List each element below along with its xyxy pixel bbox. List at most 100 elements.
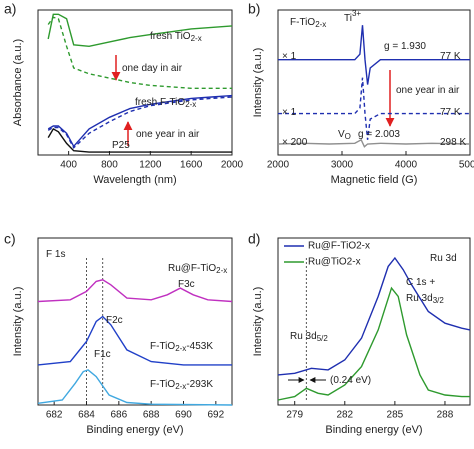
- annotation-sub: 2-x: [315, 20, 326, 29]
- series-line: [47, 16, 232, 89]
- annotation-main: one day in air: [122, 63, 183, 74]
- x-tick-label: 279: [286, 410, 303, 421]
- annotation-main: one year in air: [396, 85, 460, 96]
- annotation-main: × 1: [282, 107, 297, 118]
- x-tick-label: 684: [78, 410, 95, 421]
- x-axis-label: Wavelength (nm): [93, 174, 176, 186]
- annotation-main: C 1s +: [406, 277, 435, 288]
- annotation: (0.24 eV): [330, 375, 371, 386]
- series-line: [47, 127, 232, 153]
- x-tick-label: 2000: [221, 160, 244, 171]
- x-tick-label: 692: [207, 410, 224, 421]
- panel-label: c): [4, 231, 16, 247]
- annotation-after: -293K: [186, 379, 213, 390]
- annotation-main: F-TiO: [290, 17, 315, 28]
- annotation: VO: [338, 129, 351, 141]
- annotation-main: g = 1.930: [384, 41, 426, 52]
- panel-label: a): [4, 1, 16, 17]
- annotation: Ru 3d: [430, 253, 457, 264]
- panel-label: b): [248, 1, 260, 17]
- annotation: one year in air: [396, 85, 460, 96]
- x-tick-label: 2000: [267, 160, 290, 171]
- y-axis-label: Intensity (a.u.): [12, 287, 24, 357]
- annotation: g = 2.003: [358, 129, 400, 140]
- annotation-sub: 3/2: [433, 296, 445, 305]
- annotation: g = 1.930: [384, 41, 426, 52]
- series-line: [278, 25, 470, 85]
- plot-frame: [277, 237, 471, 406]
- annotation-sub: 2-x: [175, 344, 186, 353]
- annotation-main: F 1s: [46, 249, 65, 260]
- annotation-main: Ti: [344, 13, 352, 24]
- annotation: P25: [112, 140, 130, 151]
- x-tick-label: 1600: [180, 160, 203, 171]
- annotation-main: F-TiO: [150, 379, 175, 390]
- annotation-main: F3c: [178, 279, 195, 290]
- annotation: one year in air: [136, 129, 200, 140]
- annotation-main: Ru 3d: [406, 293, 433, 304]
- x-tick-label: 3000: [331, 160, 354, 171]
- annotation-main: F2c: [106, 315, 123, 326]
- annotation: fresh TiO2-x: [150, 31, 202, 43]
- annotation: Ti3+: [344, 9, 361, 24]
- x-tick-label: 688: [143, 410, 160, 421]
- annotation-main: × 1: [282, 51, 297, 62]
- annotation-sub: 2-x: [175, 382, 186, 391]
- series-line: [37, 315, 232, 366]
- annotation: F3c: [178, 279, 195, 290]
- annotation-sub: 2-x: [191, 34, 202, 43]
- panel-label: d): [248, 231, 260, 247]
- x-tick-label: 1200: [139, 160, 162, 171]
- series-line: [37, 369, 233, 406]
- annotation-sub: O: [345, 132, 351, 141]
- annotation: 77 K: [440, 51, 461, 62]
- series-line: [277, 286, 470, 401]
- x-tick-label: 285: [387, 410, 404, 421]
- series-line: [47, 94, 233, 148]
- annotation: F2c: [106, 315, 123, 326]
- annotation-main: one year in air: [136, 129, 200, 140]
- annotation-main: V: [338, 129, 345, 140]
- plot-frame: [37, 9, 233, 156]
- annotation-main: fresh F-TiO: [135, 97, 185, 108]
- annotation: F1c: [94, 349, 111, 360]
- y-axis-label: Absorbance (a.u.): [12, 39, 24, 126]
- annotation-main: (0.24 eV): [330, 375, 371, 386]
- x-tick-label: 288: [437, 410, 454, 421]
- annotation: × 1: [282, 51, 297, 62]
- annotation-main: fresh TiO: [150, 31, 191, 42]
- annotation-sub: 5/2: [317, 334, 329, 343]
- annotation-main: 77 K: [440, 51, 461, 62]
- legend-label: Ru@TiO2-x: [308, 257, 361, 268]
- plot-frame: [37, 237, 233, 406]
- annotation: one day in air: [122, 63, 183, 74]
- x-tick-label: 5000: [459, 160, 474, 171]
- annotation: Ru@F-TiO2-x: [168, 263, 227, 275]
- annotation: 77 K: [440, 107, 461, 118]
- annotation-sub: 2-x: [216, 266, 227, 275]
- annotation-main: × 200: [282, 137, 308, 148]
- annotation: F-TiO2-x: [290, 17, 326, 29]
- annotation-main: F1c: [94, 349, 111, 360]
- x-tick-label: 690: [175, 410, 192, 421]
- annotation: fresh F-TiO2-x: [135, 97, 196, 109]
- annotation: F 1s: [46, 249, 65, 260]
- annotation: 298 K: [440, 137, 466, 148]
- x-tick-label: 282: [336, 410, 353, 421]
- series-line: [37, 279, 233, 303]
- annotation-main: P25: [112, 140, 130, 151]
- y-axis-label: Intensity (a.u.): [252, 287, 264, 357]
- series-line: [47, 96, 233, 149]
- annotation-main: Ru 3d: [430, 253, 457, 264]
- series-line: [47, 13, 233, 48]
- annotation: F-TiO2-x-453K: [150, 341, 213, 353]
- annotation: Ru 3d3/2: [406, 293, 444, 305]
- legend-label: Ru@F-TiO2-x: [308, 241, 370, 252]
- x-axis-label: Magnetic field (G): [331, 174, 418, 186]
- series-line: [277, 138, 471, 148]
- annotation: C 1s +: [406, 277, 435, 288]
- annotation-main: F-TiO: [150, 341, 175, 352]
- annotation: F-TiO2-x-293K: [150, 379, 213, 391]
- x-tick-label: 4000: [395, 160, 418, 171]
